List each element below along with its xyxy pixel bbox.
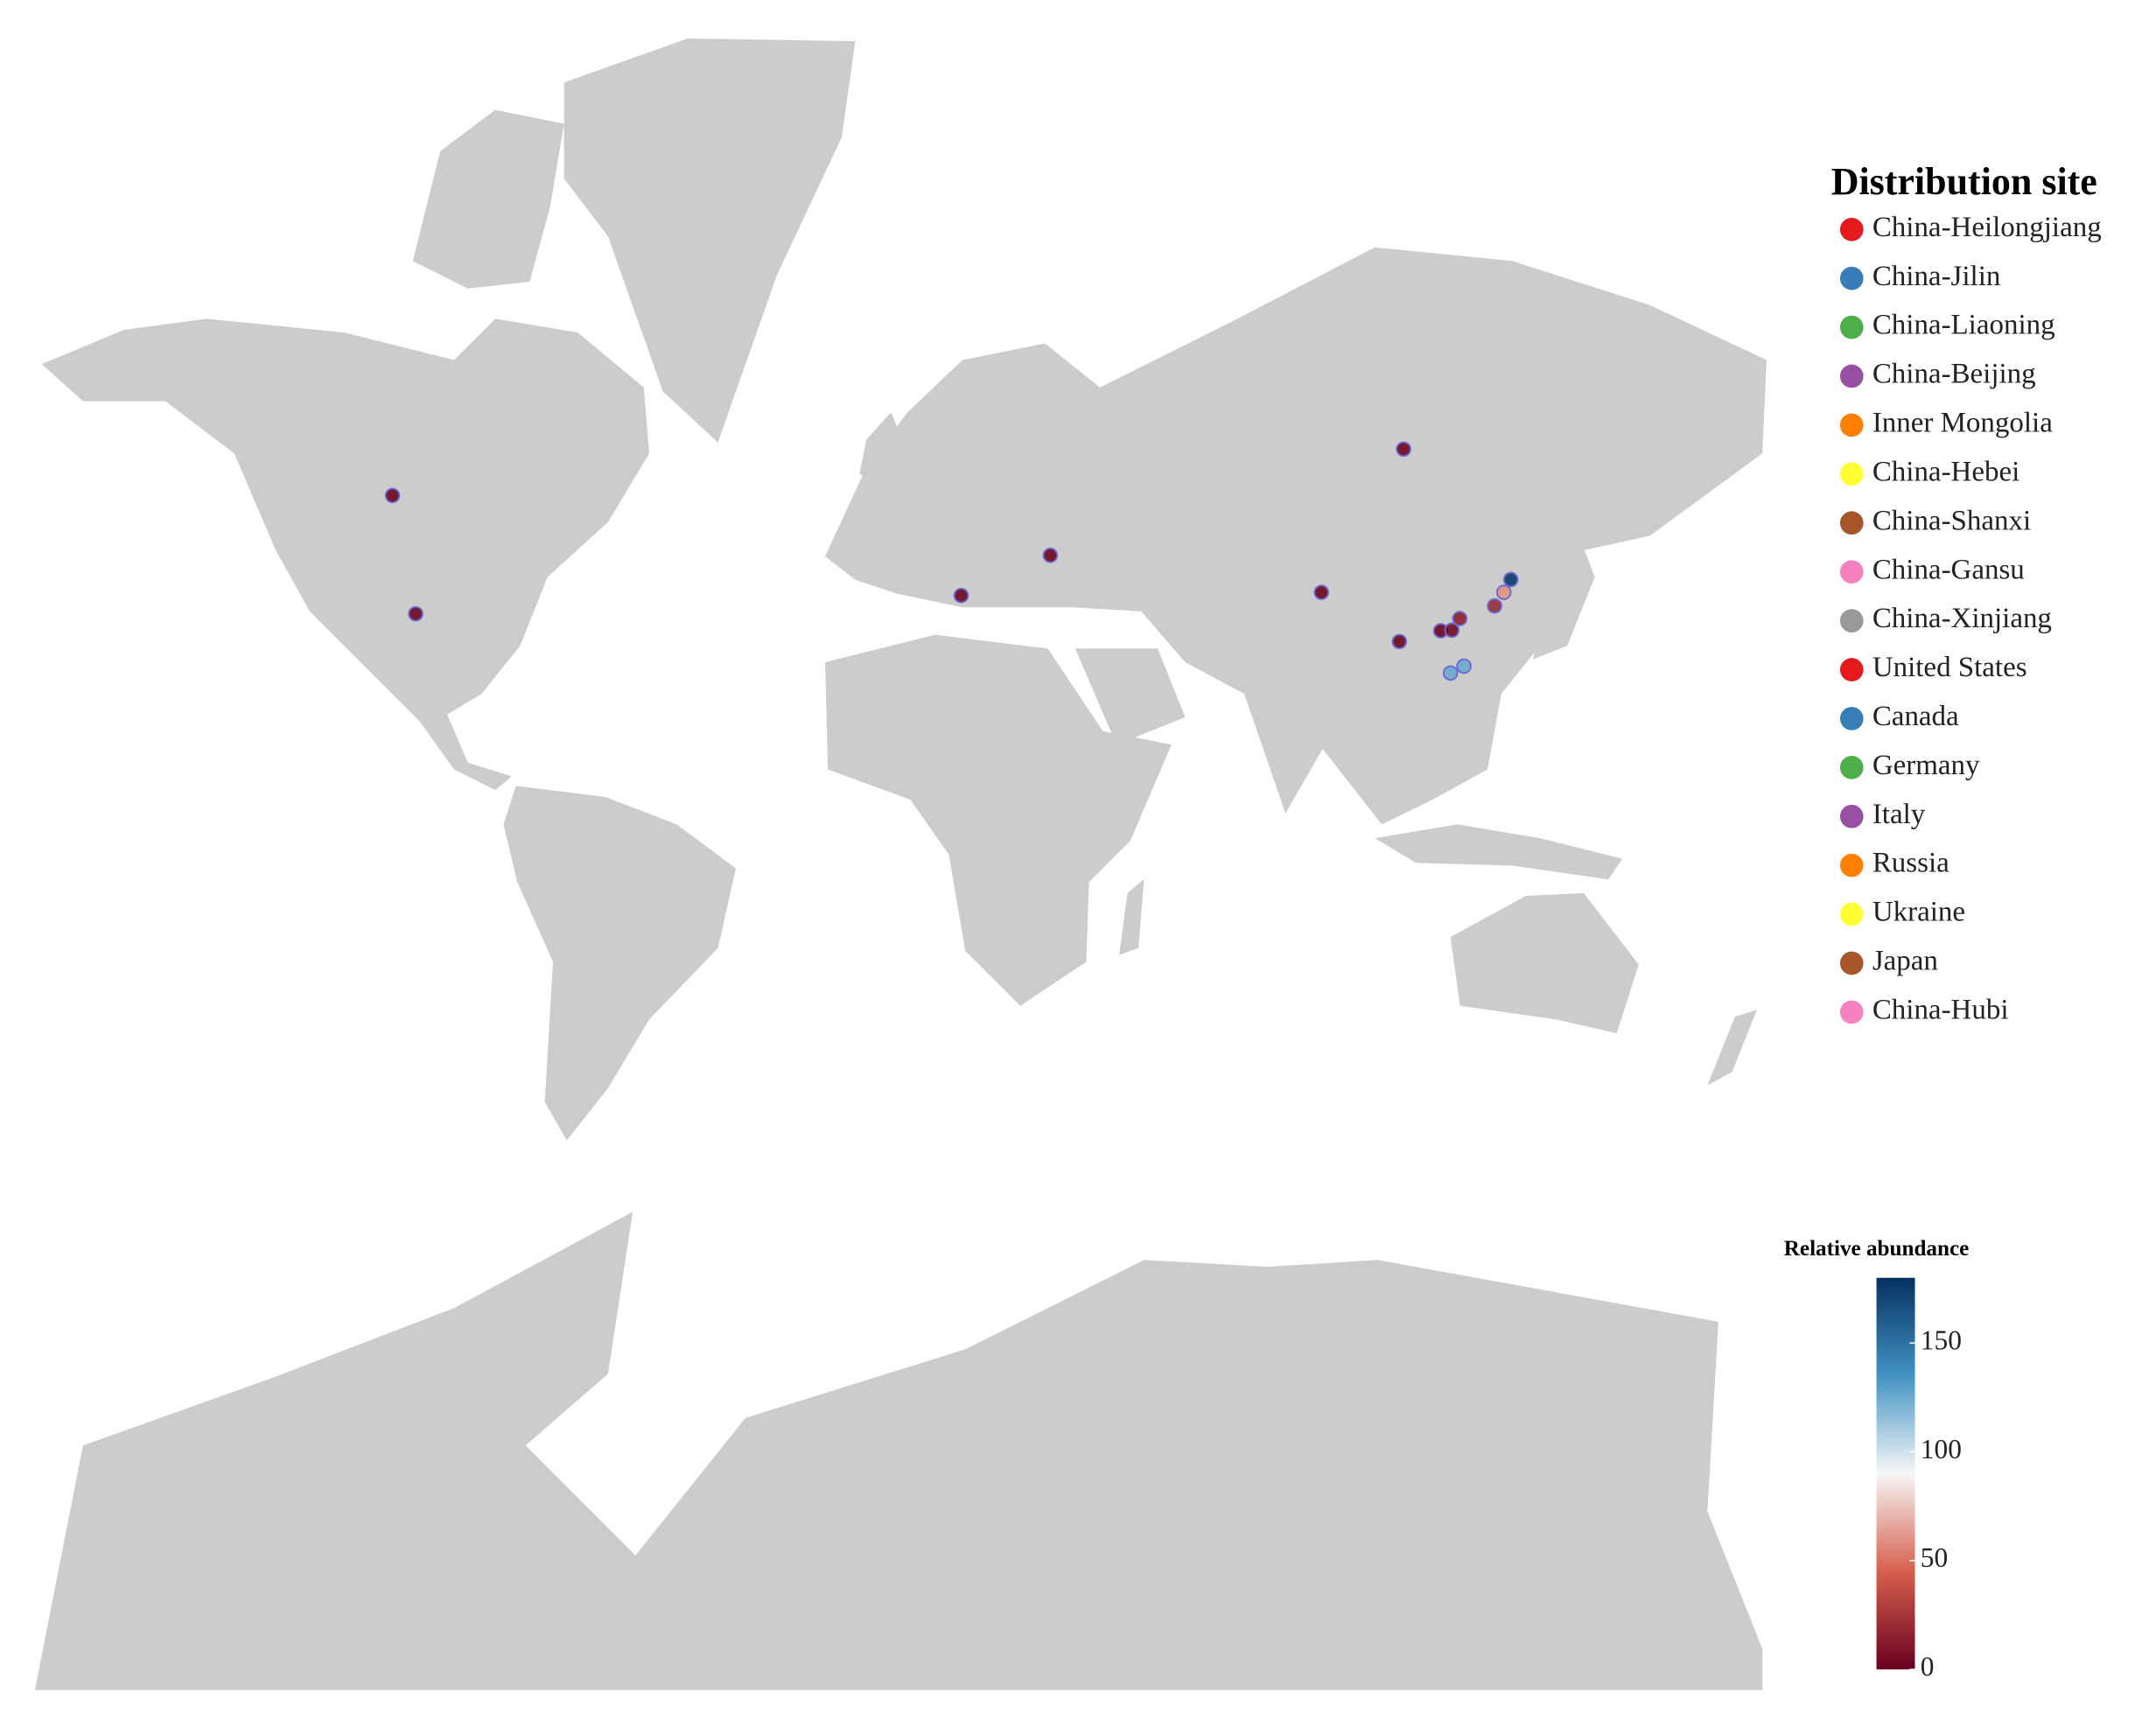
legend-swatch bbox=[1839, 707, 1864, 730]
legend-swatch bbox=[1839, 1000, 1864, 1024]
colorbar-tick-label: 0 bbox=[1921, 1652, 1935, 1682]
legend-label: China-Hubi bbox=[1872, 994, 2009, 1025]
legend-label: China-Jilin bbox=[1872, 261, 2001, 292]
site-point bbox=[1456, 658, 1472, 674]
colorbar-tick-label: 100 bbox=[1921, 1434, 1962, 1464]
eurasia bbox=[825, 247, 1767, 825]
legend-label: Germany bbox=[1872, 750, 1980, 781]
legend-label: China-Heilongjiang bbox=[1872, 212, 2102, 243]
legend-swatch bbox=[1839, 413, 1864, 437]
sites bbox=[384, 441, 1519, 681]
arctic-islands bbox=[412, 109, 564, 289]
land bbox=[34, 38, 1767, 1690]
site-point bbox=[1042, 548, 1059, 563]
site-point bbox=[1495, 584, 1512, 600]
legend-swatch bbox=[1839, 315, 1864, 339]
legend-label: Russia bbox=[1872, 848, 1950, 879]
site-point bbox=[408, 605, 424, 622]
legend-swatch bbox=[1839, 462, 1864, 486]
legend-swatch bbox=[1839, 951, 1864, 975]
greenland bbox=[564, 38, 856, 443]
new-zealand bbox=[1707, 1010, 1757, 1086]
legend-swatch bbox=[1839, 902, 1864, 926]
legend-label: Ukraine bbox=[1872, 897, 1965, 928]
site-point bbox=[1502, 571, 1519, 588]
legend-swatch bbox=[1839, 364, 1864, 388]
site-point bbox=[1487, 597, 1502, 614]
legend: China-Heilongjiang China-Jilin China-Liaon… bbox=[1839, 212, 2102, 1025]
site-point bbox=[384, 487, 401, 504]
legend-swatch bbox=[1839, 560, 1864, 584]
south-america bbox=[503, 786, 736, 1141]
site-point bbox=[1452, 611, 1468, 626]
site-point bbox=[1391, 633, 1408, 650]
legend-label: China-Beijing bbox=[1872, 359, 2036, 390]
legend-label: Japan bbox=[1872, 946, 1938, 977]
legend-label: China-Liaoning bbox=[1872, 310, 2055, 341]
legend-label: China-Hebei bbox=[1872, 456, 2020, 487]
legend-swatch bbox=[1839, 756, 1864, 779]
colorbar bbox=[1876, 1277, 1915, 1670]
site-point bbox=[1442, 665, 1459, 681]
arabia bbox=[1074, 648, 1186, 745]
legend-title: Distribution site bbox=[1831, 160, 2097, 203]
site-point bbox=[953, 587, 970, 604]
legend-swatch bbox=[1839, 804, 1864, 828]
site-point bbox=[1444, 622, 1460, 639]
north-america bbox=[41, 318, 649, 791]
british-isles bbox=[859, 412, 908, 488]
legend-swatch bbox=[1839, 609, 1864, 632]
africa bbox=[825, 634, 1172, 1006]
legend-swatch bbox=[1839, 266, 1864, 290]
legend-label: United States bbox=[1872, 652, 2027, 683]
japan bbox=[1532, 521, 1595, 660]
madagascar bbox=[1119, 879, 1144, 955]
colorbar-title: Relative abundance bbox=[1784, 1237, 1969, 1261]
legend-swatch bbox=[1839, 853, 1864, 877]
legend-label: Italy bbox=[1872, 799, 1926, 830]
legend-label: China-Gansu bbox=[1872, 554, 2025, 585]
legend-swatch bbox=[1839, 511, 1864, 535]
antarctica bbox=[34, 1212, 1763, 1690]
australia bbox=[1450, 892, 1639, 1034]
site-point bbox=[1313, 584, 1330, 600]
colorbar-ticks: 0 50 100 150 bbox=[1909, 1324, 1962, 1682]
legend-label: Canada bbox=[1872, 701, 1959, 732]
legend-swatch bbox=[1839, 217, 1864, 241]
legend-label: Inner Mongolia bbox=[1872, 408, 2053, 439]
colorbar-tick-label: 150 bbox=[1921, 1324, 1962, 1355]
indonesia bbox=[1375, 824, 1622, 880]
legend-swatch bbox=[1839, 658, 1864, 681]
colorbar-tick-label: 50 bbox=[1921, 1542, 1948, 1573]
legend-label: China-Shanxi bbox=[1872, 505, 2031, 536]
site-point bbox=[1396, 441, 1411, 458]
legend-label: China-Xinjiang bbox=[1872, 603, 2052, 634]
